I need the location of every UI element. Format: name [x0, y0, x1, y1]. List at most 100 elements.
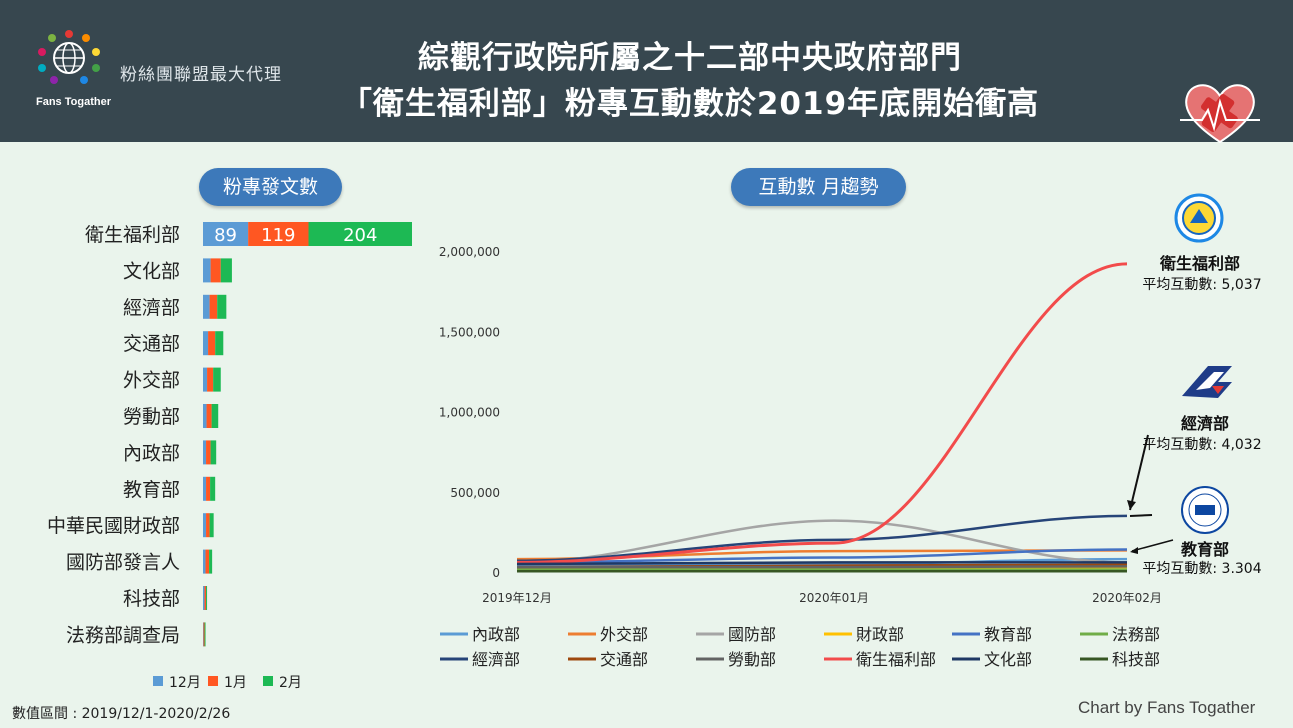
annotation-economy-name: 經濟部 — [1180, 414, 1229, 433]
posts-bar-chart: 衛生福利部 89 119 204 文化部經濟部交通部外交部勞動部內政部教育部中華民國財政… — [47, 222, 412, 691]
bar-segment — [203, 331, 209, 356]
category-label: 國防部發言人 — [66, 552, 180, 574]
line-chart-title-pill: 互動數 月趨勢 — [731, 168, 906, 206]
x-tick-label: 2019年12月 — [482, 591, 552, 605]
series-line — [516, 514, 1128, 563]
bar-segment — [206, 476, 211, 501]
legend-swatch — [263, 676, 273, 686]
health-heart-icon — [1180, 84, 1260, 144]
bar-segment — [208, 331, 216, 356]
ministry-of-health-logo-icon — [1174, 193, 1224, 243]
bar-data-label: 204 — [343, 225, 377, 246]
bar-segment — [209, 549, 213, 574]
fans-togather-logo-icon — [38, 30, 100, 84]
legend-label: 12月 — [169, 675, 201, 691]
bar-segment — [203, 404, 207, 428]
bar-segment — [204, 622, 206, 647]
bar-segment — [203, 258, 211, 283]
y-tick-label: 1,500,000 — [439, 325, 500, 339]
bar-segment — [204, 586, 207, 610]
x-tick-label: 2020年02月 — [1092, 591, 1162, 605]
legend-label: 經濟部 — [472, 650, 520, 669]
brand-name: Fans Togather — [36, 96, 111, 108]
bar-segment — [215, 331, 224, 356]
annotation-education-name: 教育部 — [1180, 540, 1229, 559]
annotation-arrow — [1131, 539, 1174, 552]
bar-segment — [206, 513, 210, 538]
category-label: 科技部 — [123, 588, 180, 610]
category-label: 衛生福利部 — [85, 224, 180, 246]
bar-chart-title-pill: 粉專發文數 — [199, 168, 342, 206]
category-label: 交通部 — [123, 333, 180, 355]
bar-segment — [203, 294, 210, 319]
legend-label: 法務部 — [1112, 625, 1160, 644]
bar-data-label: 89 — [214, 225, 237, 246]
legend-label: 國防部 — [728, 625, 776, 644]
page-title-line1: 綜觀行政院所屬之十二部中央政府部門 — [418, 40, 962, 76]
legend-label: 外交部 — [600, 625, 648, 644]
tagline: 粉絲團聯盟最大代理 — [120, 65, 282, 85]
annotation-health-avg: 平均互動數: 5,037 — [1142, 277, 1262, 293]
bar-segment — [209, 294, 218, 319]
legend-swatch — [153, 676, 163, 686]
series-line — [516, 561, 1127, 566]
bar-segment — [203, 440, 207, 465]
bar-segment — [206, 586, 208, 610]
x-tick-label: 2020年01月 — [799, 591, 869, 605]
interaction-line-chart: 0 500,000 1,000,000 1,500,000 2,000,000 2019年… — [439, 245, 1174, 669]
ministry-of-economic-affairs-logo-icon — [1182, 366, 1232, 398]
legend-label: 2月 — [279, 675, 302, 691]
annotation-arrowhead — [1130, 547, 1138, 554]
bar-segment — [248, 222, 309, 246]
bar-segment — [203, 622, 204, 647]
legend-label: 交通部 — [600, 650, 648, 669]
bar-segment — [203, 622, 205, 647]
category-label: 文化部 — [123, 260, 180, 282]
legend-label: 內政部 — [472, 625, 520, 644]
y-tick-label: 500,000 — [450, 486, 500, 500]
bar-segment — [213, 367, 221, 392]
bar-data-label: 119 — [261, 225, 295, 246]
annotation-education-avg: 平均互動數: 3.304 — [1142, 561, 1262, 577]
bar-segment — [203, 549, 206, 574]
bar-segment — [203, 513, 207, 538]
category-label: 法務部調查局 — [66, 624, 180, 646]
ministry-of-education-logo-icon — [1181, 486, 1229, 534]
header-bar: Fans Togather 粉絲團聯盟最大代理 綜觀行政院所屬之十二部中央政府部… — [0, 0, 1293, 144]
bar-segment — [210, 440, 217, 465]
bar-segment — [220, 258, 232, 283]
bar-segment — [206, 440, 211, 465]
legend-label: 教育部 — [984, 625, 1032, 644]
series-line — [516, 548, 1128, 564]
legend-label: 科技部 — [1112, 650, 1160, 669]
series-line — [516, 262, 1128, 564]
page-title-line2: 「衛生福利部」粉專互動數於2019年底開始衝高 — [340, 86, 1040, 122]
bar-segment — [206, 404, 212, 428]
bar-segment — [308, 222, 412, 246]
bar-segment — [209, 513, 214, 538]
annotation-arrow — [1129, 434, 1149, 511]
chart-credit: Chart by Fans Togather — [1078, 698, 1256, 717]
legend-label: 1月 — [224, 675, 247, 691]
legend-label: 勞動部 — [728, 650, 776, 669]
bar-segment — [217, 294, 227, 319]
bar-segment — [205, 549, 210, 574]
data-range-note: 數值區間 : 2019/12/1-2020/2/26 — [12, 706, 231, 722]
series-line — [517, 565, 1128, 569]
legend-label: 文化部 — [984, 650, 1032, 669]
legend-label: 財政部 — [856, 625, 904, 644]
series-line — [516, 557, 1128, 567]
category-label: 中華民國財政部 — [47, 515, 180, 537]
bar-segment — [207, 367, 214, 392]
bar-segment — [203, 586, 205, 610]
bar-segment — [203, 367, 208, 392]
bar-segment — [210, 258, 221, 283]
y-tick-label: 2,000,000 — [439, 245, 500, 259]
category-label: 勞動部 — [123, 406, 180, 428]
annotation-economy-avg: 平均互動數: 4,032 — [1142, 437, 1262, 453]
annotation-arrow — [1129, 514, 1153, 517]
annotation-health-name: 衛生福利部 — [1159, 254, 1240, 273]
category-label: 內政部 — [123, 442, 180, 464]
bar-segment — [211, 404, 219, 428]
legend-swatch — [208, 676, 218, 686]
